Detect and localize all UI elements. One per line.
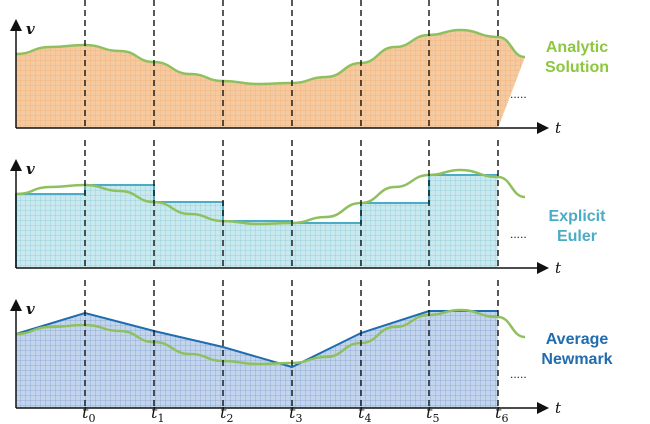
label-euler-line1: Explicit — [548, 208, 606, 225]
x-axis-label: t — [555, 399, 562, 417]
label-newmark-line2: Newmark — [541, 351, 613, 368]
label-analytic-line1: Analytic — [545, 39, 609, 56]
panel-euler: v t..... — [10, 140, 562, 277]
y-axis-label: v — [26, 300, 35, 318]
analytic-curve — [15, 28, 526, 86]
y-axis-label: v — [26, 160, 35, 178]
analytic-curve — [15, 308, 526, 366]
x-axis-label: t — [555, 259, 562, 277]
ellipsis: ..... — [510, 227, 527, 241]
ellipsis: ..... — [510, 367, 527, 381]
ellipsis: ..... — [510, 87, 527, 101]
y-axis-label: v — [26, 20, 35, 38]
label-average-newmark: Average Newmark — [522, 330, 632, 370]
label-euler-line2: Euler — [556, 228, 597, 245]
newmark-line — [15, 310, 498, 369]
analytic-curve — [15, 168, 526, 226]
label-analytic-solution: Analytic Solution — [522, 38, 632, 78]
panel-analytic: v t..... — [10, 0, 562, 137]
x-axis-label: t — [555, 119, 562, 137]
panel-newmark: v t..... — [10, 280, 562, 417]
area-fill-analytic — [16, 30, 525, 128]
label-newmark-line1: Average — [545, 331, 609, 348]
label-analytic-line2: Solution — [545, 59, 609, 76]
label-explicit-euler: Explicit Euler — [522, 207, 632, 247]
time-label-t6: t6 — [495, 403, 508, 424]
